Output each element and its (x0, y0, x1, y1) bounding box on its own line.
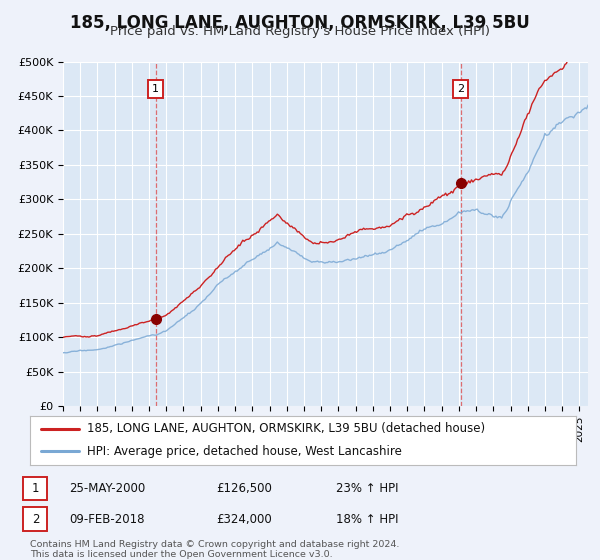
Text: 1: 1 (32, 482, 39, 495)
Text: 2: 2 (32, 512, 39, 526)
Text: 23% ↑ HPI: 23% ↑ HPI (336, 482, 398, 495)
Text: 185, LONG LANE, AUGHTON, ORMSKIRK, L39 5BU: 185, LONG LANE, AUGHTON, ORMSKIRK, L39 5… (70, 14, 530, 32)
Text: 185, LONG LANE, AUGHTON, ORMSKIRK, L39 5BU (detached house): 185, LONG LANE, AUGHTON, ORMSKIRK, L39 5… (88, 422, 485, 435)
Text: 2: 2 (457, 84, 464, 94)
Text: 09-FEB-2018: 09-FEB-2018 (69, 512, 145, 526)
Text: 1: 1 (152, 84, 159, 94)
Text: Price paid vs. HM Land Registry's House Price Index (HPI): Price paid vs. HM Land Registry's House … (110, 25, 490, 38)
Text: 18% ↑ HPI: 18% ↑ HPI (336, 512, 398, 526)
Text: 25-MAY-2000: 25-MAY-2000 (69, 482, 145, 495)
Text: This data is licensed under the Open Government Licence v3.0.: This data is licensed under the Open Gov… (30, 550, 332, 559)
Text: HPI: Average price, detached house, West Lancashire: HPI: Average price, detached house, West… (88, 445, 402, 458)
Text: £126,500: £126,500 (216, 482, 272, 495)
Text: Contains HM Land Registry data © Crown copyright and database right 2024.: Contains HM Land Registry data © Crown c… (30, 540, 400, 549)
Text: £324,000: £324,000 (216, 512, 272, 526)
